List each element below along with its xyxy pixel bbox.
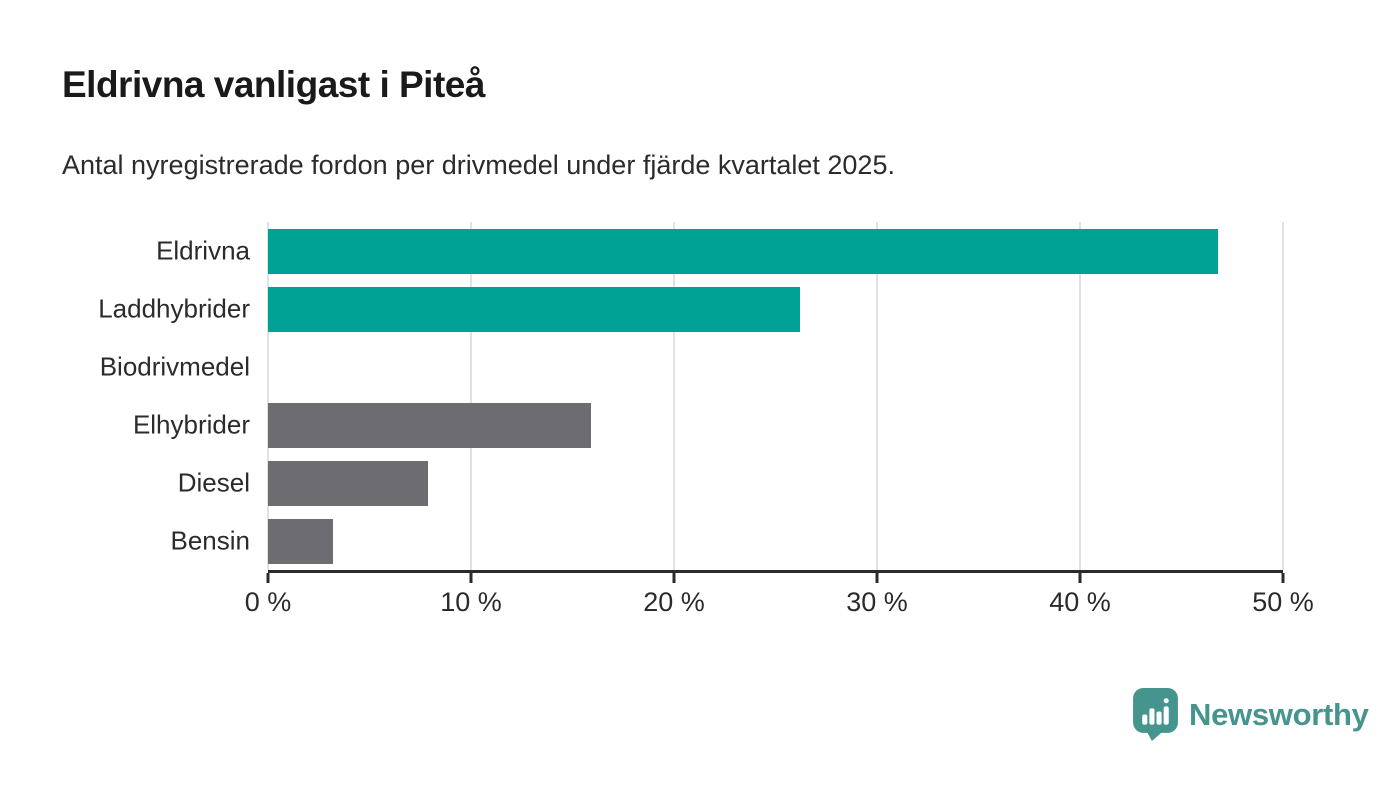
x-tick-label-40: 40 % <box>1049 587 1111 617</box>
category-label: Elhybrider <box>132 409 250 440</box>
x-tick-label-50: 50 % <box>1252 587 1314 617</box>
bar-eldrivna <box>268 228 1219 274</box>
x-tick-label-0: 0 % <box>244 587 292 617</box>
x-axis: 0 % 10 % 20 % 30 % 40 % 50 % <box>245 573 1314 625</box>
x-tick-mark-0 <box>266 573 270 583</box>
x-tick-mark-10 <box>469 573 473 583</box>
bar-laddhybrider <box>268 286 800 332</box>
gridline-30 <box>876 222 878 570</box>
newsworthy-logo: Newsworthy <box>1133 688 1369 741</box>
gridline-50 <box>1282 222 1284 570</box>
chart-subtitle: Antal nyregistrerade fordon per drivmede… <box>62 150 895 180</box>
x-tick-label-30: 30 % <box>846 587 908 617</box>
chart-title: Eldrivna vanligast i Piteå <box>62 64 485 105</box>
x-tick-mark-40 <box>1078 573 1082 583</box>
category-label: Eldrivna <box>156 235 250 266</box>
category-label: Diesel <box>177 467 250 498</box>
newsworthy-logo-text: Newsworthy <box>1189 696 1369 732</box>
bar-row-bensin: Bensin <box>171 512 1283 570</box>
bar-chart-plot-area: Eldrivna Laddhybrider Biodrivmedel Elhybrid… <box>98 222 1284 573</box>
x-tick-mark-30 <box>875 573 879 583</box>
gridline-10 <box>470 222 472 570</box>
gridline-40 <box>1079 222 1081 570</box>
gridline-20 <box>673 222 675 570</box>
category-label: Bensin <box>170 525 251 556</box>
bar-row-biodrivmedel: Biodrivmedel <box>100 338 1283 396</box>
bar-bensin <box>268 518 333 564</box>
category-label: Biodrivmedel <box>99 351 250 382</box>
x-tick-mark-20 <box>672 573 676 583</box>
bar-diesel <box>268 460 429 506</box>
bar-row-diesel: Diesel <box>178 454 1283 512</box>
bar-row-laddhybrider: Laddhybrider <box>98 280 1283 338</box>
bar-row-eldrivna: Eldrivna <box>156 222 1283 280</box>
x-tick-label-20: 20 % <box>643 587 705 617</box>
bar-elhybrider <box>268 402 591 448</box>
x-tick-label-10: 10 % <box>440 587 502 617</box>
newsworthy-logo-icon <box>1133 688 1178 741</box>
category-label: Laddhybrider <box>98 293 250 324</box>
bar-row-elhybrider: Elhybrider <box>133 396 1283 454</box>
x-tick-mark-50 <box>1281 573 1285 583</box>
gridline-0 <box>267 222 269 570</box>
